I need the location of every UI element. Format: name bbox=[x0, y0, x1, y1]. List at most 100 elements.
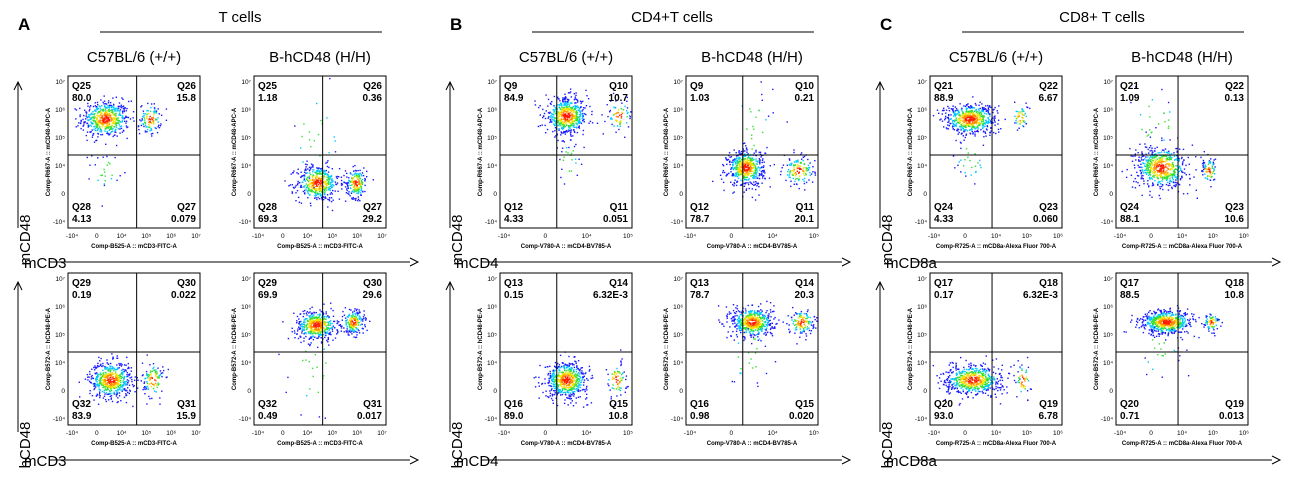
y-tick-label: 0 bbox=[61, 388, 65, 395]
event-dot bbox=[566, 102, 568, 104]
event-dot bbox=[313, 323, 315, 325]
event-dot bbox=[627, 385, 629, 388]
event-dot bbox=[753, 181, 755, 183]
event-dot bbox=[104, 105, 106, 107]
event-dot bbox=[581, 373, 583, 375]
event-dot bbox=[554, 108, 557, 111]
event-dot bbox=[307, 180, 310, 182]
event-dot bbox=[113, 106, 115, 108]
event-dot bbox=[743, 168, 745, 170]
event-dot bbox=[311, 181, 313, 184]
event-dot bbox=[544, 366, 546, 368]
event-dot bbox=[90, 131, 92, 133]
event-dot bbox=[102, 384, 105, 387]
event-dot bbox=[327, 177, 330, 179]
event-dot bbox=[103, 184, 106, 187]
event-dot bbox=[300, 414, 302, 416]
event-dot bbox=[736, 171, 739, 173]
event-dot bbox=[585, 113, 587, 116]
event-dot bbox=[755, 166, 757, 168]
event-dot bbox=[155, 391, 157, 393]
event-dot bbox=[729, 156, 731, 158]
event-dot bbox=[121, 369, 123, 371]
event-dot bbox=[585, 372, 587, 374]
event-dot bbox=[561, 381, 564, 384]
event-dot bbox=[310, 342, 312, 344]
event-dot bbox=[569, 398, 571, 400]
event-dot bbox=[574, 104, 576, 107]
event-dot bbox=[122, 377, 125, 379]
event-dot bbox=[617, 385, 619, 387]
y-tick-label: 0 bbox=[247, 388, 251, 395]
event-dot bbox=[764, 331, 766, 334]
event-dot bbox=[565, 394, 567, 396]
event-dot bbox=[568, 378, 570, 380]
event-dot bbox=[759, 325, 761, 327]
event-dot bbox=[320, 194, 322, 196]
event-dot bbox=[790, 180, 792, 182]
event-dot bbox=[325, 334, 327, 337]
quadrant-percent: 84.9 bbox=[504, 93, 524, 104]
event-dot bbox=[354, 190, 356, 192]
event-dot bbox=[94, 122, 97, 124]
event-dot bbox=[773, 163, 775, 166]
event-dot bbox=[574, 108, 577, 110]
event-dot bbox=[299, 328, 301, 330]
x-tick-label: 10⁶ bbox=[166, 233, 176, 240]
event-dot bbox=[734, 173, 736, 175]
event-dot bbox=[104, 367, 106, 369]
event-dot bbox=[300, 202, 303, 204]
event-dot bbox=[110, 114, 112, 116]
event-dot bbox=[739, 170, 742, 173]
event-dot bbox=[579, 116, 581, 118]
event-dot bbox=[126, 374, 128, 376]
x-axis-name: mCD4 bbox=[456, 453, 499, 470]
event-dot bbox=[82, 118, 84, 121]
y-arrow-head bbox=[13, 80, 23, 91]
y-tick-label: 10⁶ bbox=[673, 107, 683, 114]
event-dot bbox=[118, 388, 120, 391]
event-dot bbox=[312, 339, 315, 341]
event-dot bbox=[563, 375, 565, 378]
event-dot bbox=[318, 172, 321, 175]
event-dot bbox=[560, 119, 562, 121]
event-dot bbox=[89, 373, 91, 375]
event-dot bbox=[327, 175, 330, 177]
event-dot bbox=[309, 182, 312, 184]
event-dot bbox=[773, 310, 775, 313]
event-dot bbox=[146, 385, 149, 388]
event-dot bbox=[576, 375, 579, 377]
y-tick-label: 10⁴ bbox=[55, 163, 65, 170]
event-dot bbox=[766, 300, 768, 303]
event-dot bbox=[565, 118, 567, 121]
event-dot bbox=[575, 143, 577, 146]
event-dot bbox=[582, 133, 584, 136]
event-dot bbox=[569, 371, 571, 373]
event-dot bbox=[356, 329, 359, 331]
event-dot bbox=[127, 362, 129, 365]
event-dot bbox=[571, 123, 574, 125]
x-tick-label: 10⁵ bbox=[141, 233, 151, 240]
event-dot bbox=[80, 127, 82, 130]
event-dot bbox=[563, 183, 566, 185]
event-dot bbox=[749, 108, 751, 110]
event-dot bbox=[103, 114, 105, 116]
event-dot bbox=[615, 373, 618, 375]
event-dot bbox=[105, 389, 107, 391]
event-dot bbox=[109, 114, 111, 117]
event-dot bbox=[579, 118, 581, 120]
event-dot bbox=[303, 325, 305, 328]
quadrant-percent: 0.017 bbox=[357, 411, 382, 422]
y-tick-label: 0 bbox=[493, 388, 497, 395]
event-dot bbox=[165, 376, 167, 379]
event-dot bbox=[567, 110, 569, 113]
event-dot bbox=[738, 151, 740, 153]
event-dot bbox=[315, 182, 318, 184]
event-dot bbox=[109, 127, 112, 129]
event-dot bbox=[751, 134, 753, 136]
event-dot bbox=[85, 118, 87, 120]
event-dot bbox=[814, 160, 816, 162]
event-dot bbox=[114, 117, 117, 120]
event-dot bbox=[550, 103, 552, 105]
event-dot bbox=[123, 381, 125, 384]
